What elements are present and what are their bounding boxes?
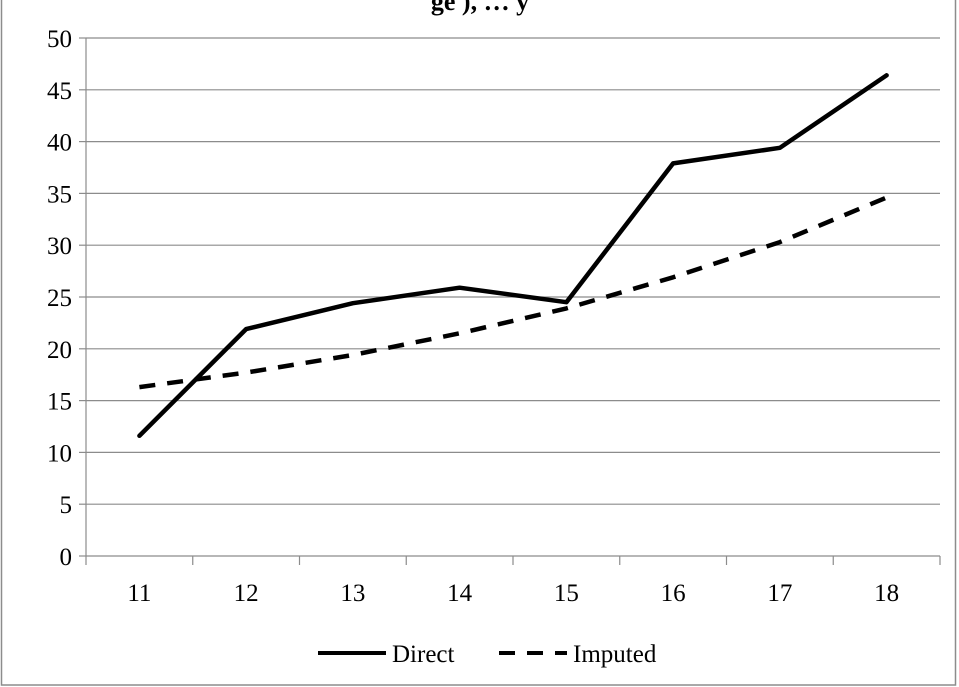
x-tick-label: 16 <box>661 580 686 607</box>
y-tick-label: 25 <box>47 285 72 312</box>
x-tick-label: 14 <box>447 580 473 607</box>
legend: Direct Imputed <box>318 641 657 668</box>
y-tick-label: 10 <box>47 440 72 467</box>
x-tick-label: 12 <box>234 580 259 607</box>
gridlines <box>86 37 940 505</box>
axes <box>79 37 941 565</box>
x-axis-tick-labels: 11 12 13 14 15 16 17 18 <box>127 580 899 607</box>
y-tick-label: 15 <box>47 389 72 416</box>
y-tick-label: 30 <box>47 233 72 260</box>
x-tick-label: 17 <box>767 580 792 607</box>
y-tick-label: 20 <box>47 337 72 364</box>
x-tick-label: 11 <box>127 580 151 607</box>
series-lines <box>137 73 889 439</box>
x-tick-label: 18 <box>874 580 899 607</box>
y-tick-label: 0 <box>60 544 73 571</box>
y-tick-label: 45 <box>47 78 72 105</box>
legend-label-imputed: Imputed <box>573 641 657 668</box>
y-tick-label: 35 <box>47 181 72 208</box>
chart-title-fragment: ge ), … y <box>431 0 529 16</box>
y-tick-label: 50 <box>47 26 72 53</box>
y-axis-tick-labels: 0 5 10 15 20 25 30 35 40 45 50 <box>47 26 72 571</box>
x-tick-label: 15 <box>554 580 579 607</box>
x-tick-label: 13 <box>340 580 365 607</box>
y-tick-label: 40 <box>47 130 72 157</box>
series-line-imputed <box>139 195 888 390</box>
y-tick-label: 5 <box>60 492 73 519</box>
series-line-direct <box>137 73 889 439</box>
legend-label-direct: Direct <box>392 641 455 668</box>
